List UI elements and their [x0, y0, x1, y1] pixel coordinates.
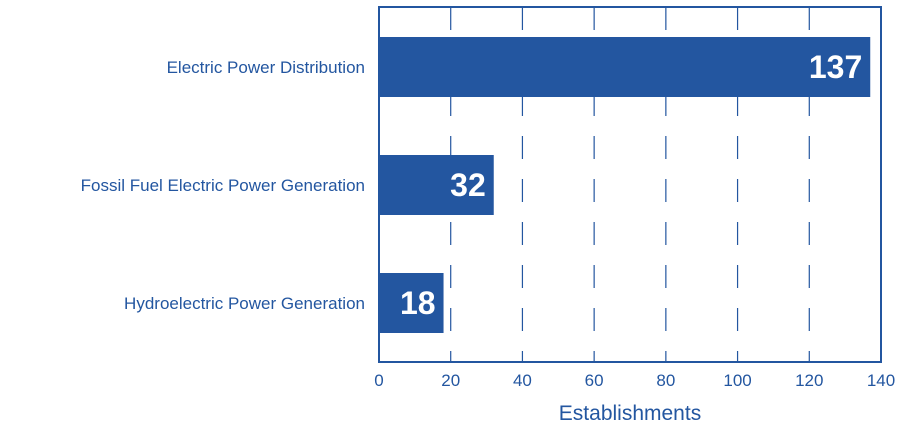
bar-2 — [379, 155, 494, 215]
bar-3 — [379, 273, 444, 333]
x-tick-label-80: 80 — [656, 371, 675, 390]
x-tick-label-20: 20 — [441, 371, 460, 390]
x-tick-label-120: 120 — [795, 371, 823, 390]
value-labels: 137 32 18 — [400, 49, 862, 321]
value-label-2: 32 — [450, 167, 486, 203]
category-label-2: Fossil Fuel Electric Power Generation — [81, 176, 365, 195]
x-tick-label-60: 60 — [585, 371, 604, 390]
x-tick-label-40: 40 — [513, 371, 532, 390]
category-label-1: Electric Power Distribution — [167, 58, 365, 77]
x-tick-label-140: 140 — [867, 371, 895, 390]
x-tick-label-100: 100 — [723, 371, 751, 390]
value-label-1: 137 — [809, 49, 862, 85]
category-label-3: Hydroelectric Power Generation — [124, 294, 365, 313]
bar-1 — [379, 37, 871, 97]
value-label-3: 18 — [400, 285, 436, 321]
category-labels: Electric Power Distribution Fossil Fuel E… — [81, 58, 365, 313]
plot-frame — [378, 6, 882, 363]
bars — [379, 37, 871, 333]
x-tick-label-0: 0 — [374, 371, 383, 390]
x-axis-title: Establishments — [559, 402, 701, 425]
x-axis-ticks: 0 20 40 60 80 100 120 140 — [374, 371, 895, 390]
